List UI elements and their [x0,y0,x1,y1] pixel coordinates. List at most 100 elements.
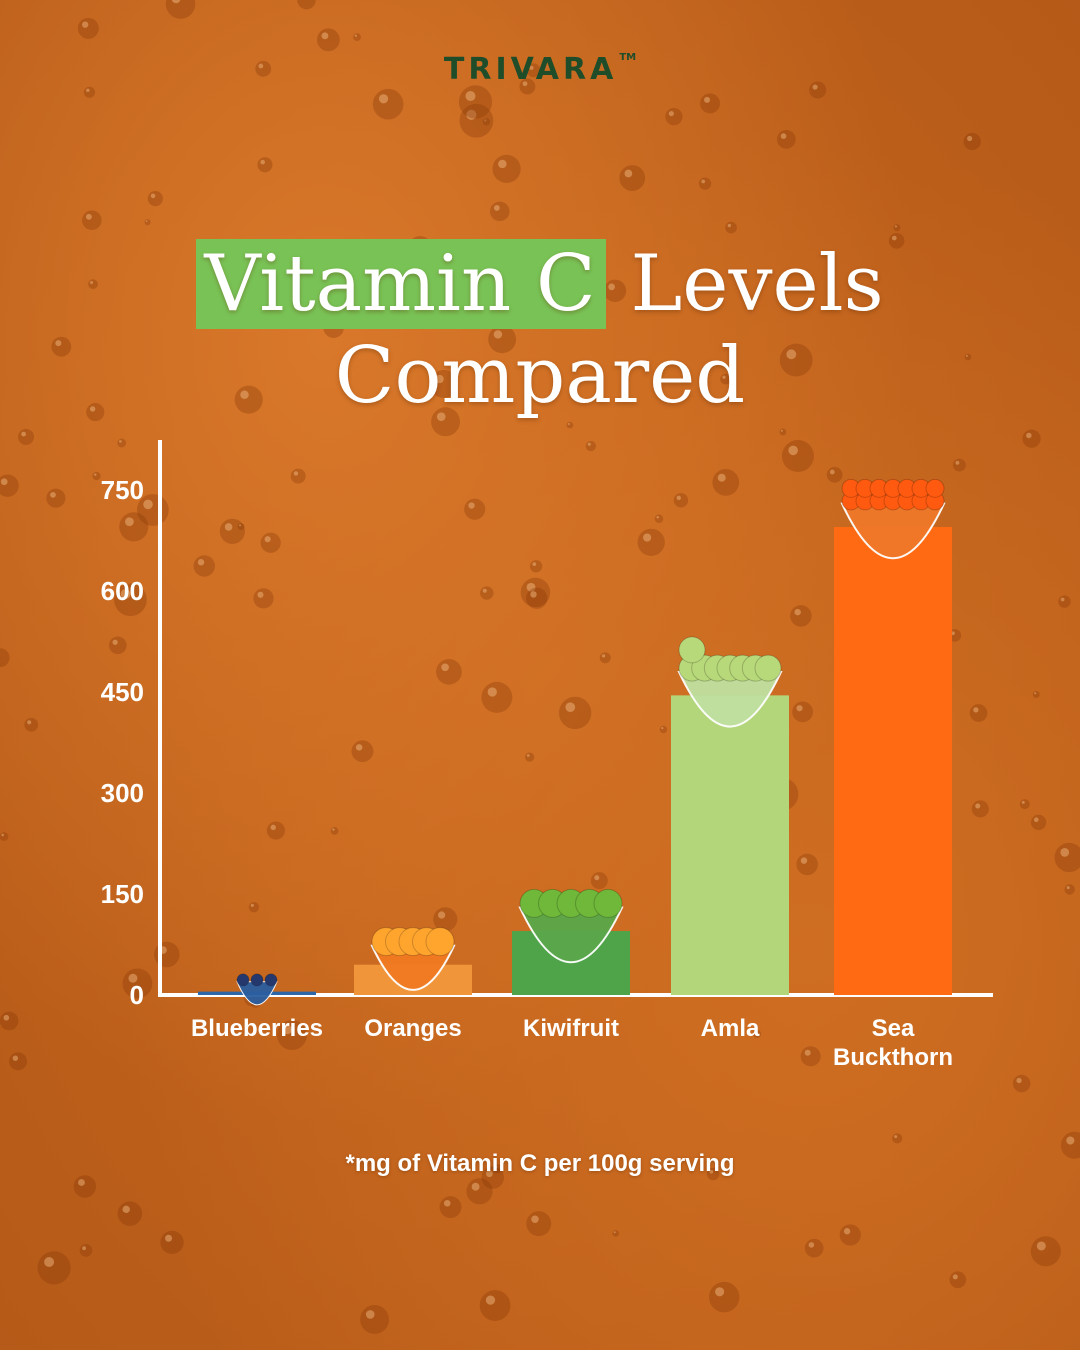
droplet [519,78,536,95]
droplet-highlight [120,589,131,599]
droplet-highlight [530,591,537,598]
droplet [776,130,796,149]
droplet-highlight [498,159,507,169]
droplet-highlight [82,21,89,28]
title-line2: Compared [334,331,746,421]
droplet-highlight [0,478,8,486]
droplet-highlight [531,1215,539,1224]
droplet [479,1290,511,1321]
droplet-highlight [661,727,664,730]
footnote: *mg of Vitamin C per 100g serving [345,1150,735,1177]
droplet-highlight [143,499,153,510]
droplet [83,86,96,98]
fruit [236,973,250,987]
droplet [160,1230,184,1255]
droplet [46,488,66,508]
bar [671,695,789,995]
droplet [234,385,263,414]
droplet-highlight [891,235,897,241]
droplet [0,1011,19,1031]
droplet-highlight [973,707,979,713]
droplet-highlight [494,1165,498,1169]
y-tick-label: 150 [101,879,144,909]
droplet-highlight [78,1179,85,1186]
droplet [665,107,683,126]
x-category-label: Kiwifruit [523,1015,619,1042]
droplet-highlight [466,109,477,120]
y-tick-label: 600 [101,576,144,606]
droplet-highlight [85,213,92,220]
droplet [779,428,787,436]
droplet [700,93,721,114]
droplet [255,60,272,77]
droplet [117,1201,143,1226]
droplet [654,514,664,523]
droplet [1058,595,1071,608]
droplet [892,1133,903,1144]
droplet-highlight [794,608,801,616]
droplet [480,586,494,600]
droplet-highlight [150,193,156,199]
brand-logo: TRIVARA TM [0,52,1080,87]
droplet [585,440,596,452]
droplet-highlight [258,63,264,69]
droplet [526,63,541,78]
droplet [659,725,668,734]
bar [834,527,952,995]
droplet-highlight [643,533,652,542]
trademark-mark: TM [619,52,637,63]
droplet-highlight [441,663,449,672]
amla-bowl-icon [677,636,783,728]
droplet [590,872,608,890]
droplet [353,33,361,41]
droplet-highlight [257,591,264,598]
droplet [253,588,274,609]
droplet-highlight [894,1135,898,1139]
droplet [86,403,105,422]
droplet-highlight [1066,886,1070,890]
droplet [0,832,9,841]
droplet-highlight [44,1257,55,1267]
droplet [781,439,814,473]
droplet [431,407,460,437]
droplet [1012,1074,1031,1093]
fruit [250,973,264,987]
droplet [964,353,972,361]
droplet-highlight [438,911,446,919]
droplet [237,523,245,531]
droplet [9,1052,28,1071]
droplet-highlight [796,705,803,712]
orange-bowl-icon [370,927,456,991]
droplet [525,752,535,762]
droplet [459,103,494,138]
droplet-highlight [3,1014,10,1021]
droplet-highlight [197,559,205,566]
droplet-highlight [165,1234,173,1242]
droplet [792,701,814,723]
droplet [88,279,98,290]
droplet [429,370,458,398]
droplet-highlight [321,32,329,40]
droplet [92,471,101,481]
bowl [518,906,624,964]
fruit [925,478,945,498]
y-tick-label: 0 [130,980,144,1010]
droplet-highlight [804,1049,811,1056]
droplet-highlight [112,639,118,645]
x-category-label: Amla [701,1015,760,1042]
droplet [488,325,517,354]
droplet [122,968,153,999]
droplet-highlight [676,495,681,500]
droplet [193,555,215,577]
droplet [969,704,988,722]
droplet [492,1164,502,1174]
droplet [893,224,901,232]
title-highlight: Vitamin C [196,239,606,329]
droplet-highlight [355,744,363,751]
droplet [526,1211,552,1237]
bowl [840,502,946,560]
droplet [779,343,813,377]
droplet [1019,799,1030,810]
sea-buckthorn-bowl-icon [840,478,946,560]
droplet-highlight [493,330,503,339]
